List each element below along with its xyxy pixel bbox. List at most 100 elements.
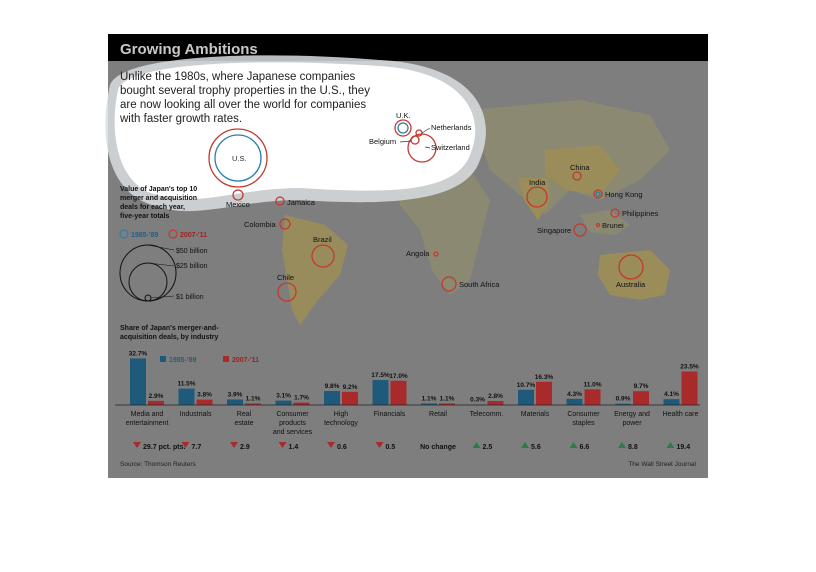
category-label: Real bbox=[237, 411, 252, 418]
bar-value-label-1985: 1.1% bbox=[422, 395, 437, 402]
intro-line: with faster growth rates. bbox=[119, 113, 242, 125]
place-label-uk: U.K. bbox=[396, 111, 411, 120]
category-label: Financials bbox=[374, 411, 406, 418]
change-down-arrow-icon bbox=[278, 442, 287, 448]
category-label: High bbox=[334, 411, 349, 418]
category-label: entertainment bbox=[126, 420, 169, 427]
bar-legend-label-2007: 2007-'11 bbox=[232, 357, 259, 364]
bar-1985 bbox=[663, 399, 680, 405]
bar-value-label-2007: 1.1% bbox=[440, 395, 455, 402]
south-america-shape bbox=[282, 215, 348, 325]
bar-value-label-1985: 4.1% bbox=[664, 391, 679, 398]
africa-shape bbox=[400, 170, 490, 295]
category-label: and services bbox=[273, 429, 313, 436]
change-label: 29.7 pct. pts. bbox=[143, 444, 185, 451]
category-label: Health care bbox=[663, 411, 699, 418]
place-label-mexico: Mexico bbox=[226, 200, 250, 209]
place-label-colombia: Colombia bbox=[244, 220, 277, 229]
category-label: Consumer bbox=[567, 411, 600, 418]
change-label: 5.6 bbox=[531, 444, 541, 451]
chile-circle bbox=[277, 282, 297, 302]
bar-2007 bbox=[245, 403, 261, 405]
category-label: products bbox=[279, 420, 306, 427]
bar-value-label-2007: 1.1% bbox=[246, 395, 261, 402]
south-africa-circle bbox=[441, 276, 457, 292]
category-label: Telecomm. bbox=[470, 411, 504, 418]
bar-value-label-1985: 9.8% bbox=[325, 383, 340, 390]
bar-2007 bbox=[196, 399, 213, 405]
bar-value-label-1985: 3.1% bbox=[276, 393, 291, 400]
intro-line: are now looking all over the world for c… bbox=[120, 99, 366, 111]
bar-value-label-2007: 9.2% bbox=[343, 384, 358, 391]
change-down-arrow-icon bbox=[181, 442, 190, 448]
bar-value-label-1985: 3.9% bbox=[228, 391, 243, 398]
change-label: 1.4 bbox=[289, 444, 299, 451]
place-label-switzerland: Switzerland bbox=[431, 143, 470, 152]
title-bar bbox=[108, 34, 708, 61]
change-down-arrow-icon bbox=[230, 442, 238, 448]
place-label-brunei: Brunei bbox=[602, 221, 624, 230]
source-note: Source: Thomson Reuters bbox=[120, 461, 196, 468]
category-label: technology bbox=[324, 420, 358, 427]
intro-line: Unlike the 1980s, where Japanese compani… bbox=[120, 71, 356, 83]
uk-circle-1985 bbox=[397, 122, 409, 134]
bar-2007 bbox=[681, 371, 698, 405]
bar-value-label-2007: 17.0% bbox=[389, 373, 408, 380]
bars-layer: 32.7% 2.9% Media and entertainment 29.7 pct.… bbox=[126, 350, 699, 451]
bar-1985 bbox=[130, 358, 146, 405]
change-down-arrow-icon bbox=[375, 442, 384, 448]
map-labels: U.S. U.K. Netherlands Belgium Switzerlan… bbox=[226, 111, 659, 289]
hong-kong-circle-1985 bbox=[595, 191, 601, 197]
change-label: 2.5 bbox=[483, 444, 493, 451]
place-label-jamaica: Jamaica bbox=[287, 198, 316, 207]
bar-2007 bbox=[487, 401, 504, 405]
change-label: 0.6 bbox=[337, 444, 347, 451]
bar-legend-swatch-1985 bbox=[160, 356, 166, 362]
map-legend-title-line: Value of Japan's top 10 bbox=[120, 186, 197, 193]
bar-value-label-1985: 0.3% bbox=[470, 397, 485, 404]
china-circle bbox=[572, 171, 582, 181]
place-label-australia: Australia bbox=[616, 280, 646, 289]
jamaica-circle bbox=[275, 196, 285, 206]
map-legend-title-line: merger and acquisition bbox=[120, 195, 197, 202]
bar-2007 bbox=[342, 391, 358, 405]
hong-kong-circle-2007 bbox=[593, 189, 603, 199]
change-up-arrow-icon bbox=[569, 442, 578, 448]
change-up-arrow-icon bbox=[618, 442, 626, 448]
bar-value-label-1985: 17.5% bbox=[371, 372, 390, 379]
bar-1985 bbox=[615, 403, 631, 405]
leader-lines bbox=[399, 127, 431, 149]
place-label-india: India bbox=[529, 178, 546, 187]
change-label: 7.7 bbox=[192, 444, 202, 451]
bar-value-label-1985: 4.3% bbox=[567, 391, 582, 398]
bar-2007 bbox=[390, 380, 407, 405]
map-legend: Value of Japan's top 10 merger and acqui… bbox=[119, 186, 208, 302]
map-legend-swatch-2007 bbox=[168, 229, 178, 239]
bar-1985 bbox=[372, 380, 389, 405]
category-label: Energy and bbox=[614, 411, 650, 418]
bar-legend-label-1985: 1985-'89 bbox=[169, 357, 196, 364]
place-label-netherlands: Netherlands bbox=[431, 123, 472, 132]
bar-value-label-2007: 9.7% bbox=[634, 383, 649, 390]
bar-1985 bbox=[227, 399, 243, 405]
bar-2007 bbox=[633, 391, 649, 405]
chart-title: Growing Ambitions bbox=[120, 41, 258, 58]
change-label: 19.4 bbox=[677, 444, 691, 451]
bar-legend-swatch-2007 bbox=[223, 356, 229, 362]
category-label: Media and bbox=[131, 411, 164, 418]
singapore-circle bbox=[573, 223, 587, 237]
mexico-circle bbox=[232, 189, 244, 201]
bar-1985 bbox=[324, 391, 340, 405]
change-down-arrow-icon bbox=[327, 442, 335, 448]
colombia-circle bbox=[279, 218, 291, 230]
place-label-singapore: Singapore bbox=[537, 226, 571, 235]
bar-value-label-2007: 16.3% bbox=[535, 374, 554, 381]
place-label-chile: Chile bbox=[277, 273, 294, 282]
switzerland-circle bbox=[407, 133, 437, 163]
bar-value-label-2007: 23.5% bbox=[680, 364, 699, 371]
australia-circle bbox=[618, 254, 644, 280]
change-label: 2.9 bbox=[240, 444, 250, 451]
category-label: Industrials bbox=[180, 411, 212, 418]
us-circle-2007 bbox=[208, 128, 268, 188]
